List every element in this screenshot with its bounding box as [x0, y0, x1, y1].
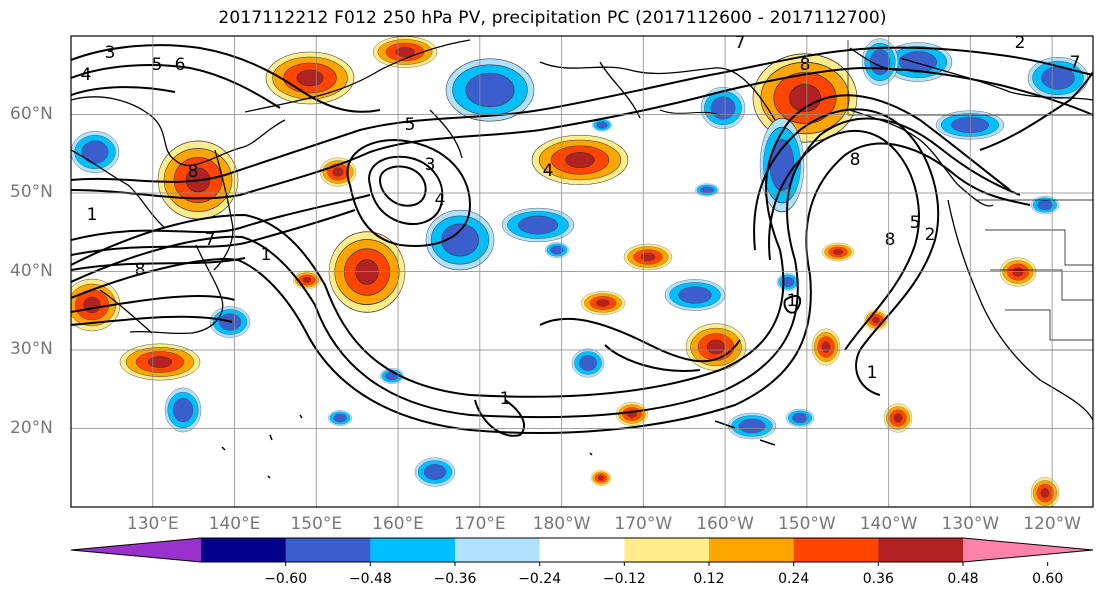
contour-label: 4 [81, 65, 92, 85]
colorbar-extend-min [71, 538, 201, 562]
contour-labels: 3 4 5 6 8 1 7 1 8 3 4 5 4 7 8 8 8 5 2 1 … [81, 33, 1081, 409]
colorbar-tick-label: 0.60 [1032, 571, 1064, 587]
contour-label: 8 [188, 162, 199, 182]
longitude-tick-label: 150°W [777, 514, 836, 534]
contour-label: 1 [867, 363, 878, 383]
colorbar-tick-label: −0.36 [433, 571, 477, 587]
colorbar-tick-label: 0.48 [947, 571, 979, 587]
contour-label: 5 [152, 55, 163, 75]
contour-label: 3 [105, 43, 116, 63]
colorbar-segment [285, 538, 371, 562]
colorbar-tick-label: 0.36 [862, 571, 894, 587]
contour-label: 3 [425, 155, 436, 175]
longitude-tick-label: 140°W [859, 514, 918, 534]
colorbar-segment [793, 538, 879, 562]
latitude-tick-label: 20°N [10, 417, 53, 438]
colorbar-segment [878, 538, 964, 562]
contour-label: 5 [910, 213, 921, 233]
latitude-tick-label: 30°N [10, 339, 53, 359]
contour-label: 2 [1015, 33, 1026, 53]
colorbar-segment [539, 538, 625, 562]
graticule [71, 36, 1093, 507]
contour-label: 1 [787, 291, 798, 311]
contour-label: 6 [175, 55, 186, 75]
contour-label: 5 [405, 115, 416, 135]
colorbar-segment [455, 538, 541, 562]
contour-label: 7 [735, 33, 746, 53]
colorbar-segment [201, 538, 287, 562]
colorbar-tick-label: 0.12 [693, 571, 725, 587]
chart-title: 2017112212 F012 250 hPa PV, precipitatio… [218, 8, 887, 28]
contour-label: 8 [800, 55, 811, 75]
colorbar-segment [709, 538, 795, 562]
contour-label: 1 [87, 205, 98, 225]
longitude-tick-label: 170°E [453, 514, 506, 534]
colorbar-segment [624, 538, 710, 562]
longitude-tick-label: 130°E [126, 514, 179, 534]
colorbar-tick-label: −0.12 [602, 571, 646, 587]
longitude-tick-label: 140°E [208, 514, 261, 534]
colorbar-tick-label: 0.24 [778, 571, 810, 587]
contour-label: 8 [885, 230, 896, 250]
contour-label: 1 [500, 389, 511, 409]
latitude-tick-label: 60°N [10, 103, 53, 124]
colorbar-tick-label: −0.60 [264, 571, 308, 587]
contour-label: 8 [850, 150, 861, 170]
colorbar-outline [70, 537, 1094, 563]
longitude-tick-label: 170°W [614, 514, 673, 534]
longitude-tick-label: 180°W [532, 514, 591, 534]
colorbar-tick-label: −0.24 [518, 571, 562, 587]
longitude-tick-label: 160°W [696, 514, 754, 534]
colorbar-tick-label: −0.48 [348, 571, 392, 587]
colorbar-segment [370, 538, 456, 562]
precip-shading [71, 36, 1089, 507]
colorbar [70, 537, 1094, 566]
map-frame [70, 35, 1094, 508]
longitude-tick-label: 160°E [372, 514, 424, 534]
contour-label: 4 [435, 190, 446, 210]
contour-label: 4 [543, 161, 554, 181]
longitude-tick-label: 120°W [1023, 514, 1081, 534]
latitude-tick-label: 50°N [10, 182, 53, 202]
colorbar-extend-max [963, 538, 1093, 562]
contour-label: 7 [1070, 53, 1081, 73]
pv-contours [71, 44, 1093, 437]
contour-label: 2 [925, 225, 936, 245]
contour-label: 1 [261, 245, 272, 265]
longitude-tick-label: 130°W [941, 514, 1000, 534]
longitude-tick-label: 150°E [290, 514, 343, 534]
contour-label: 7 [205, 230, 216, 250]
latitude-tick-label: 40°N [10, 260, 53, 281]
contour-label: 8 [135, 260, 146, 280]
